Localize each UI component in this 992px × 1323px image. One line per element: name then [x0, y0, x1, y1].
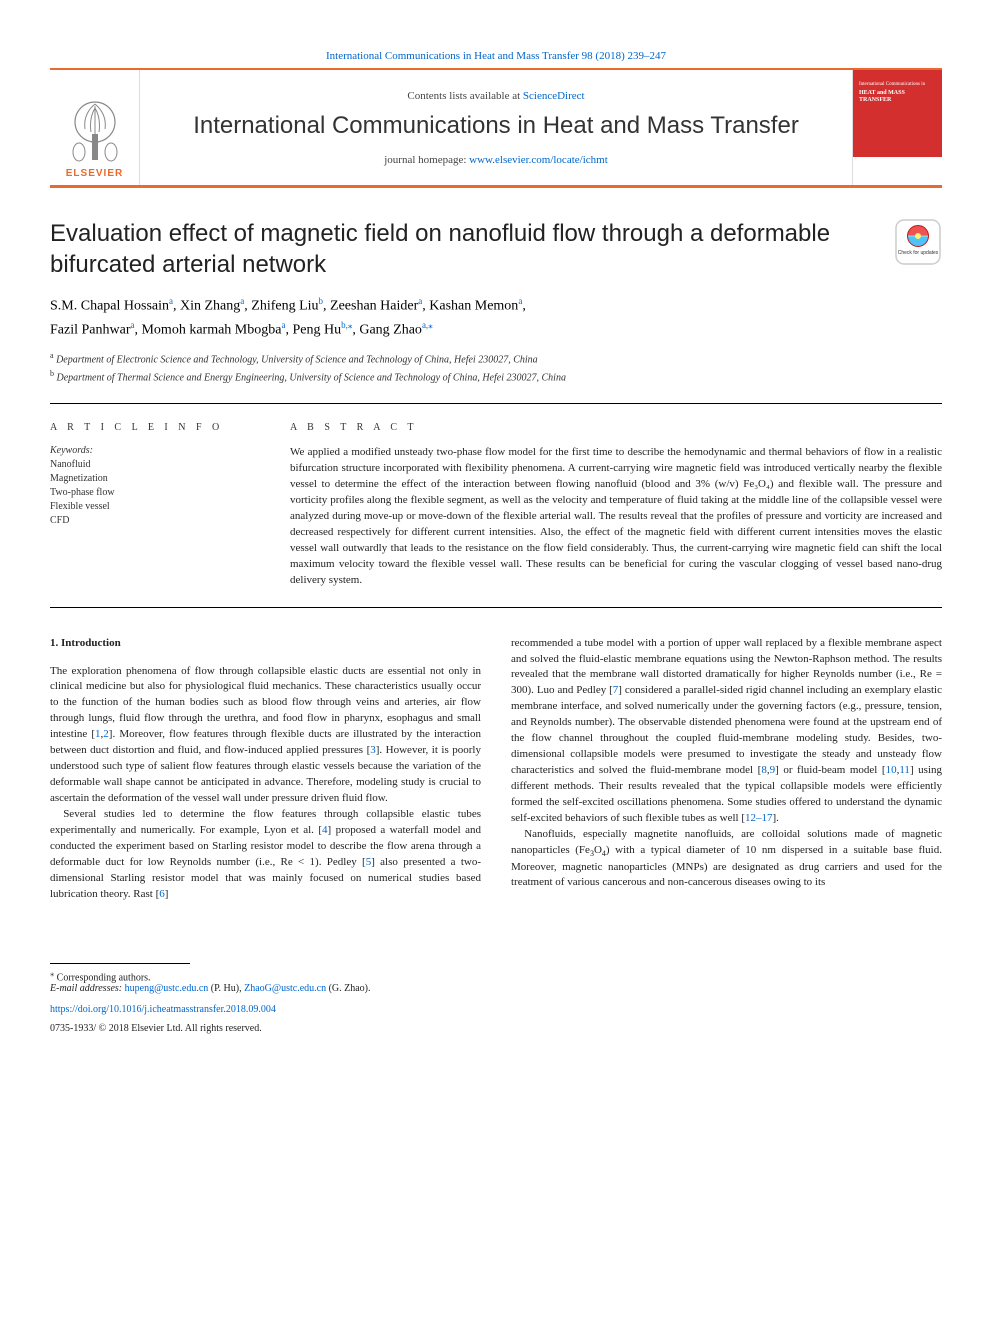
- cover-text: International Communications in HEAT and…: [859, 82, 936, 104]
- body-columns: 1. Introduction The exploration phenomen…: [50, 636, 942, 903]
- keyword-item: Nanofluid: [50, 458, 250, 472]
- body-paragraph: Nanofluids, especially magnetite nanoflu…: [511, 827, 942, 892]
- column-right: recommended a tube model with a portion …: [511, 636, 942, 903]
- footnote-divider: [50, 963, 190, 964]
- journal-masthead: ELSEVIER Contents lists available at Sci…: [50, 68, 942, 188]
- column-left: 1. Introduction The exploration phenomen…: [50, 636, 481, 903]
- doi-link[interactable]: https://doi.org/10.1016/j.icheatmasstran…: [50, 1004, 942, 1015]
- publisher-name: ELSEVIER: [66, 168, 123, 179]
- header-citation[interactable]: International Communications in Heat and…: [50, 50, 942, 62]
- check-for-updates-icon[interactable]: Check for updates: [894, 218, 942, 266]
- copyright-line: 0735-1933/ © 2018 Elsevier Ltd. All righ…: [50, 1023, 942, 1034]
- affiliation-a: a Department of Electronic Science and T…: [50, 350, 942, 367]
- contents-prefix: Contents lists available at: [407, 90, 522, 102]
- abstract-text: We applied a modified unsteady two-phase…: [290, 445, 942, 588]
- homepage-line: journal homepage: www.elsevier.com/locat…: [384, 154, 608, 166]
- keyword-item: CFD: [50, 514, 250, 528]
- publisher-logo[interactable]: ELSEVIER: [50, 70, 140, 185]
- keyword-item: Magnetization: [50, 472, 250, 486]
- keywords-label: Keywords:: [50, 445, 250, 456]
- homepage-prefix: journal homepage:: [384, 154, 469, 166]
- reference-link[interactable]: 11: [899, 764, 910, 776]
- article-title: Evaluation effect of magnetic field on n…: [50, 218, 878, 280]
- svg-text:Check for updates: Check for updates: [898, 250, 939, 256]
- journal-name: International Communications in Heat and…: [193, 112, 799, 140]
- masthead-center: Contents lists available at ScienceDirec…: [140, 70, 852, 185]
- keywords-list: Nanofluid Magnetization Two-phase flow F…: [50, 458, 250, 528]
- journal-cover-thumbnail[interactable]: International Communications in HEAT and…: [852, 70, 942, 185]
- contents-available-line: Contents lists available at ScienceDirec…: [407, 90, 584, 102]
- authors-list: S.M. Chapal Hossaina, Xin Zhanga, Zhifen…: [50, 294, 942, 342]
- email-link[interactable]: ZhaoG@ustc.edu.cn: [244, 983, 326, 994]
- corresponding-authors: ⁎ Corresponding authors.: [50, 968, 942, 983]
- reference-link[interactable]: 10: [886, 764, 897, 776]
- elsevier-tree-icon: [65, 94, 125, 164]
- email-link[interactable]: hupeng@ustc.edu.cn: [125, 983, 209, 994]
- article-info-heading: A R T I C L E I N F O: [50, 422, 250, 433]
- page-footer: ⁎ Corresponding authors. E-mail addresse…: [50, 963, 942, 1034]
- abstract-block: A B S T R A C T We applied a modified un…: [290, 422, 942, 588]
- body-paragraph: Several studies led to determine the flo…: [50, 807, 481, 903]
- body-paragraph: The exploration phenomena of flow throug…: [50, 664, 481, 807]
- reference-link[interactable]: 12–17: [745, 812, 773, 824]
- keyword-item: Flexible vessel: [50, 500, 250, 514]
- article-info-block: A R T I C L E I N F O Keywords: Nanoflui…: [50, 422, 250, 588]
- homepage-link[interactable]: www.elsevier.com/locate/ichmt: [469, 154, 608, 166]
- divider: [50, 403, 942, 404]
- section-heading: 1. Introduction: [50, 636, 481, 652]
- abstract-heading: A B S T R A C T: [290, 422, 942, 433]
- keyword-item: Two-phase flow: [50, 486, 250, 500]
- affiliation-b: b Department of Thermal Science and Ener…: [50, 368, 942, 385]
- sciencedirect-link[interactable]: ScienceDirect: [523, 90, 585, 102]
- email-addresses: E-mail addresses: hupeng@ustc.edu.cn (P.…: [50, 983, 942, 994]
- body-paragraph: recommended a tube model with a portion …: [511, 636, 942, 827]
